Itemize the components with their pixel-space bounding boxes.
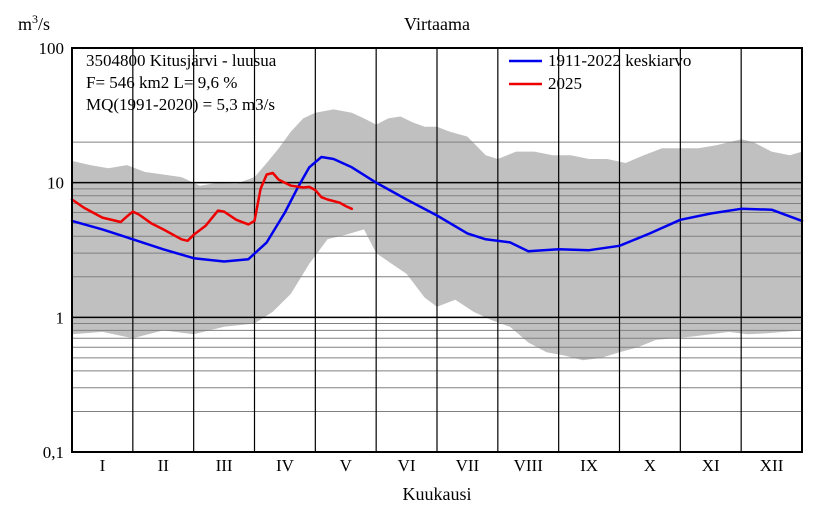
y-tick-label: 0,1 xyxy=(43,443,64,462)
month-label: III xyxy=(216,456,233,475)
y-tick-labels: 0,1 1 10 100 xyxy=(39,39,65,462)
series-lines xyxy=(70,155,804,263)
y-axis-label: m3/s xyxy=(18,12,50,34)
month-label: I xyxy=(100,456,106,475)
month-labels: I II III IV V VI VII VIII IX X XI XII xyxy=(100,456,784,475)
chart-title: Virtaama xyxy=(404,14,470,34)
station-info: 3504800 Kitusjärvi - luusua F= 546 km2 L… xyxy=(86,51,277,114)
legend-label-mean: 1911-2022 keskiarvo xyxy=(548,51,691,70)
month-label: VII xyxy=(456,456,480,475)
month-label: VI xyxy=(398,456,416,475)
month-label: II xyxy=(158,456,170,475)
y-axis-label-base: m xyxy=(18,14,32,34)
info-line-3: MQ(1991-2020) = 5,3 m3/s xyxy=(86,95,275,114)
x-axis-label: Kuukausi xyxy=(403,484,472,504)
info-line-2: F= 546 km2 L= 9,6 % xyxy=(86,73,237,92)
series-line-2025 xyxy=(70,171,354,243)
y-tick-label: 100 xyxy=(39,39,65,58)
month-label: VIII xyxy=(514,456,544,475)
legend: 1911-2022 keskiarvo 2025 xyxy=(509,51,691,93)
month-label: X xyxy=(644,456,656,475)
month-label: V xyxy=(340,456,353,475)
month-label: XII xyxy=(760,456,784,475)
info-line-1: 3504800 Kitusjärvi - luusua xyxy=(86,51,277,70)
y-axis-label-sup: 3 xyxy=(32,12,38,26)
y-tick-label: 1 xyxy=(56,308,65,327)
month-label: IV xyxy=(276,456,295,475)
legend-label-2025: 2025 xyxy=(548,74,582,93)
month-label: XI xyxy=(702,456,720,475)
y-axis-label-tail: /s xyxy=(38,14,50,34)
month-label: IX xyxy=(580,456,598,475)
plot-frame xyxy=(71,47,803,453)
series-line-mean xyxy=(70,155,804,263)
y-tick-label: 10 xyxy=(47,174,64,193)
